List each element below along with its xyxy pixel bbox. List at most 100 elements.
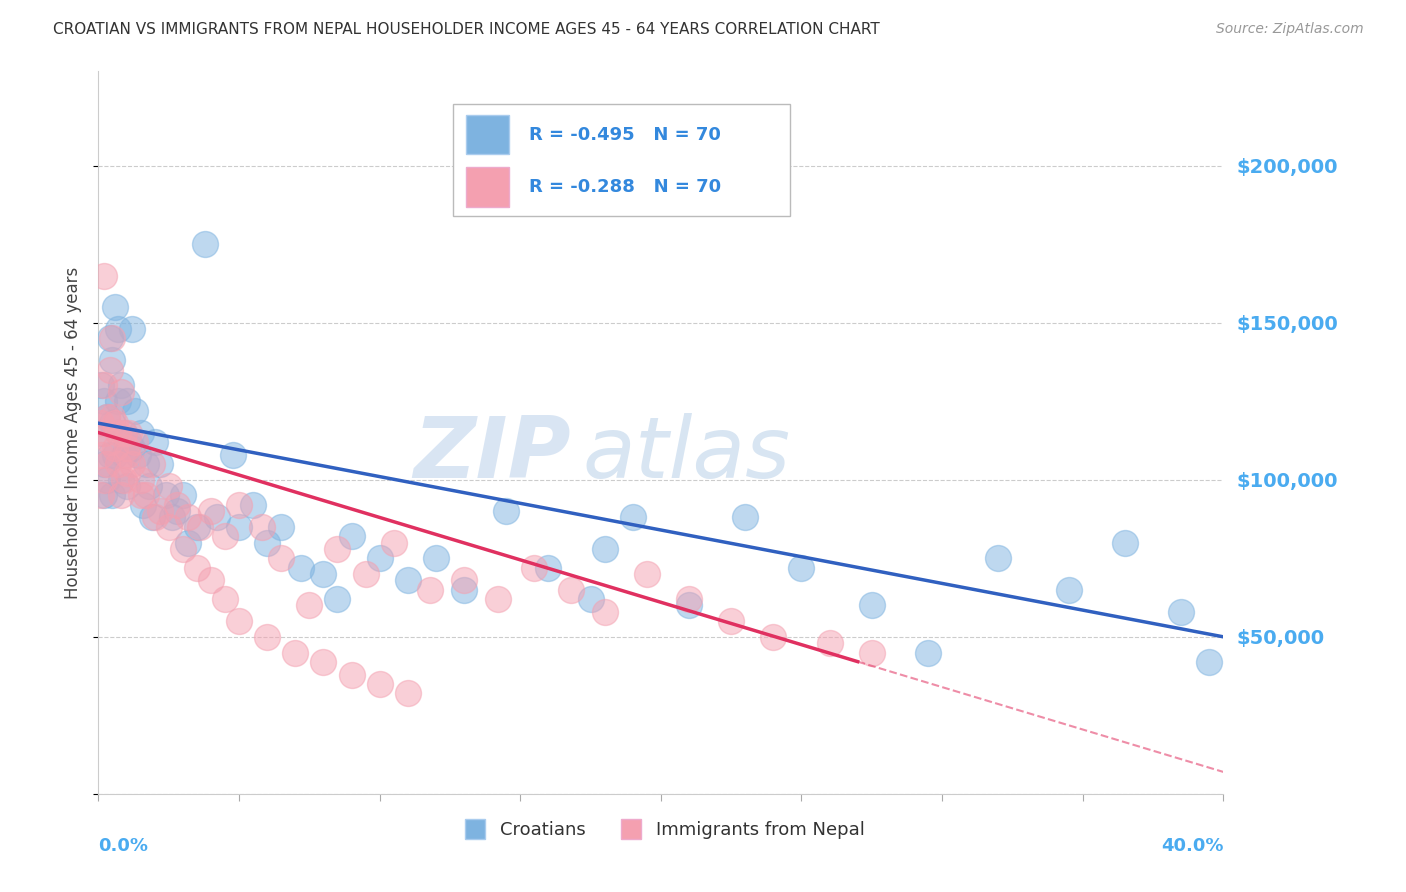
Point bbox=[419, 582, 441, 597]
Point bbox=[734, 510, 756, 524]
Point bbox=[368, 551, 391, 566]
Point bbox=[93, 457, 115, 471]
Point bbox=[110, 488, 132, 502]
Point bbox=[149, 457, 172, 471]
Point bbox=[250, 520, 273, 534]
Point bbox=[720, 614, 742, 628]
Point bbox=[93, 378, 115, 392]
Point bbox=[860, 599, 883, 613]
Point bbox=[368, 677, 391, 691]
FancyBboxPatch shape bbox=[453, 103, 790, 216]
Point bbox=[987, 551, 1010, 566]
Text: ZIP: ZIP bbox=[413, 413, 571, 496]
Point bbox=[177, 510, 200, 524]
Point bbox=[115, 394, 138, 409]
Point bbox=[172, 488, 194, 502]
Point bbox=[96, 457, 118, 471]
Text: R = -0.495   N = 70: R = -0.495 N = 70 bbox=[529, 126, 721, 144]
Point bbox=[107, 425, 129, 440]
Point bbox=[127, 448, 149, 462]
Point bbox=[135, 457, 157, 471]
Point bbox=[90, 488, 112, 502]
Point bbox=[129, 488, 152, 502]
Point bbox=[228, 520, 250, 534]
Point bbox=[98, 331, 121, 345]
Text: atlas: atlas bbox=[582, 413, 790, 496]
Point bbox=[124, 403, 146, 417]
Point bbox=[537, 560, 560, 574]
Point bbox=[157, 520, 180, 534]
Point bbox=[593, 605, 616, 619]
Point bbox=[172, 541, 194, 556]
Point bbox=[96, 409, 118, 424]
Point bbox=[194, 237, 217, 252]
Point bbox=[860, 646, 883, 660]
Point bbox=[177, 535, 200, 549]
Bar bbox=[467, 115, 509, 154]
Point bbox=[118, 425, 141, 440]
Point bbox=[138, 479, 160, 493]
Point bbox=[160, 510, 183, 524]
Point bbox=[486, 592, 509, 607]
Text: R = -0.288   N = 70: R = -0.288 N = 70 bbox=[529, 178, 721, 196]
Point bbox=[790, 560, 813, 574]
Point bbox=[135, 488, 157, 502]
Point bbox=[112, 448, 135, 462]
Point bbox=[579, 592, 602, 607]
Point bbox=[104, 448, 127, 462]
Point bbox=[93, 425, 115, 440]
Point bbox=[90, 448, 112, 462]
Point bbox=[110, 473, 132, 487]
Point bbox=[495, 504, 517, 518]
Point bbox=[129, 425, 152, 440]
Point bbox=[141, 510, 163, 524]
Point bbox=[762, 630, 785, 644]
Point bbox=[112, 425, 135, 440]
Point bbox=[425, 551, 447, 566]
Point bbox=[188, 520, 211, 534]
Point bbox=[93, 473, 115, 487]
Point bbox=[818, 636, 841, 650]
Point bbox=[132, 498, 155, 512]
Point bbox=[228, 498, 250, 512]
Point bbox=[205, 510, 228, 524]
Point bbox=[101, 331, 124, 345]
Y-axis label: Householder Income Ages 45 - 64 years: Householder Income Ages 45 - 64 years bbox=[65, 267, 83, 599]
Point bbox=[256, 535, 278, 549]
Point bbox=[101, 488, 124, 502]
Point bbox=[98, 363, 121, 377]
Point bbox=[678, 599, 700, 613]
Point bbox=[101, 416, 124, 430]
Point bbox=[157, 479, 180, 493]
Point bbox=[326, 541, 349, 556]
Point bbox=[290, 560, 312, 574]
Point bbox=[110, 384, 132, 399]
Point bbox=[621, 510, 644, 524]
Point bbox=[141, 457, 163, 471]
Point bbox=[228, 614, 250, 628]
Point bbox=[636, 566, 658, 581]
Point bbox=[560, 582, 582, 597]
Point bbox=[118, 435, 141, 450]
Point bbox=[340, 529, 363, 543]
Text: 40.0%: 40.0% bbox=[1161, 838, 1223, 855]
Point bbox=[312, 655, 335, 669]
Point bbox=[242, 498, 264, 512]
Point bbox=[124, 435, 146, 450]
Point bbox=[298, 599, 321, 613]
Bar bbox=[467, 168, 509, 207]
Point bbox=[186, 560, 208, 574]
Point bbox=[396, 574, 419, 588]
Point bbox=[93, 268, 115, 283]
Point bbox=[270, 520, 292, 534]
Point bbox=[1114, 535, 1136, 549]
Point bbox=[453, 574, 475, 588]
Point bbox=[340, 667, 363, 681]
Point bbox=[107, 322, 129, 336]
Point bbox=[186, 520, 208, 534]
Point bbox=[143, 510, 166, 524]
Point bbox=[104, 416, 127, 430]
Point bbox=[110, 378, 132, 392]
Point bbox=[453, 582, 475, 597]
Point bbox=[104, 300, 127, 314]
